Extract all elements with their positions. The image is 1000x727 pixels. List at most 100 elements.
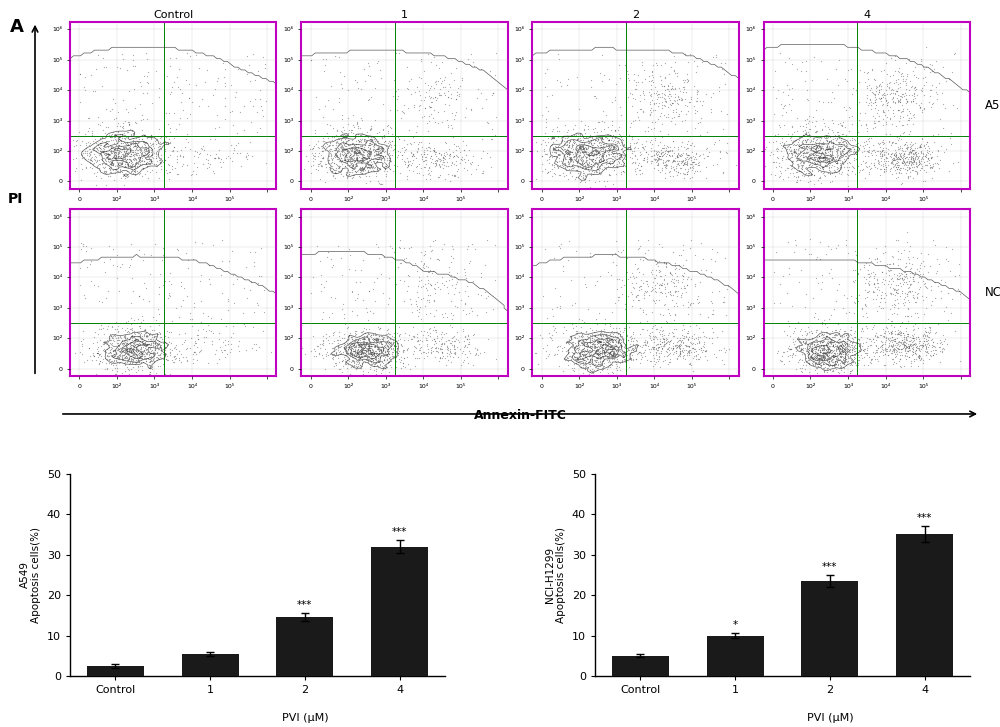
Point bbox=[642, 332, 658, 344]
Point bbox=[575, 158, 591, 169]
Point bbox=[788, 364, 804, 375]
Point bbox=[323, 143, 339, 155]
Point bbox=[129, 349, 145, 361]
Point bbox=[359, 126, 375, 137]
Point bbox=[889, 285, 905, 297]
Point bbox=[917, 329, 933, 341]
Point bbox=[108, 113, 124, 124]
Point bbox=[330, 166, 346, 177]
Point bbox=[652, 150, 668, 162]
Point bbox=[144, 351, 160, 363]
Point bbox=[599, 340, 615, 351]
Point bbox=[358, 350, 374, 361]
Point bbox=[111, 349, 127, 361]
Point bbox=[908, 344, 924, 356]
Point bbox=[116, 349, 132, 361]
Point bbox=[328, 129, 344, 140]
Point bbox=[596, 345, 612, 357]
Point bbox=[611, 137, 627, 148]
Point bbox=[911, 342, 927, 354]
Point bbox=[612, 140, 628, 151]
Point bbox=[329, 153, 345, 165]
Point bbox=[569, 134, 585, 145]
Point bbox=[136, 143, 152, 155]
Point bbox=[609, 344, 625, 356]
Point bbox=[164, 315, 180, 326]
Point bbox=[627, 149, 643, 161]
Point bbox=[854, 322, 870, 334]
Point bbox=[104, 147, 120, 158]
Point bbox=[683, 153, 699, 165]
Point bbox=[898, 97, 914, 108]
Point bbox=[319, 346, 335, 358]
Point bbox=[607, 139, 623, 150]
Point bbox=[346, 150, 362, 161]
Point bbox=[116, 136, 132, 148]
Point bbox=[869, 346, 885, 358]
Point bbox=[832, 117, 848, 129]
Point bbox=[601, 157, 617, 169]
Point bbox=[536, 145, 552, 157]
Point bbox=[117, 343, 133, 355]
Point bbox=[566, 348, 582, 359]
Point bbox=[812, 134, 828, 146]
Point bbox=[599, 153, 615, 165]
Point bbox=[138, 347, 154, 358]
Point bbox=[588, 134, 604, 145]
Point bbox=[366, 140, 382, 151]
Point bbox=[564, 350, 580, 361]
Point bbox=[546, 159, 562, 171]
Point bbox=[379, 329, 395, 340]
Point bbox=[867, 94, 883, 105]
Point bbox=[83, 69, 99, 81]
Point bbox=[600, 343, 616, 355]
Point bbox=[574, 337, 590, 349]
Point bbox=[353, 142, 369, 153]
Point bbox=[834, 341, 850, 353]
Point bbox=[902, 126, 918, 137]
Point bbox=[576, 124, 592, 135]
Point bbox=[565, 143, 581, 155]
Point bbox=[108, 147, 124, 158]
Point bbox=[798, 154, 814, 166]
Point bbox=[844, 89, 860, 100]
Point bbox=[104, 128, 120, 140]
Point bbox=[159, 167, 175, 179]
Point bbox=[242, 137, 258, 148]
Point bbox=[342, 149, 358, 161]
Point bbox=[385, 344, 401, 356]
Point bbox=[839, 345, 855, 357]
Point bbox=[120, 126, 136, 138]
Point bbox=[918, 343, 934, 355]
Point bbox=[829, 126, 845, 137]
Point bbox=[569, 157, 585, 169]
Point bbox=[330, 153, 346, 165]
Text: PVI (μM): PVI (μM) bbox=[807, 712, 853, 723]
Point bbox=[340, 164, 356, 176]
Point bbox=[794, 135, 810, 147]
Point bbox=[907, 268, 923, 279]
Point bbox=[361, 139, 377, 150]
Point bbox=[644, 281, 660, 293]
Point bbox=[440, 85, 456, 97]
Point bbox=[610, 348, 626, 360]
Point bbox=[340, 127, 356, 139]
Point bbox=[903, 156, 919, 168]
Point bbox=[125, 149, 141, 161]
Point bbox=[585, 348, 601, 360]
Point bbox=[676, 344, 692, 356]
Point bbox=[361, 335, 377, 347]
Point bbox=[149, 346, 165, 358]
Point bbox=[894, 338, 910, 350]
Point bbox=[928, 344, 944, 356]
Point bbox=[364, 350, 380, 361]
Point bbox=[256, 284, 272, 296]
Point bbox=[808, 134, 824, 145]
Point bbox=[344, 359, 360, 371]
Point bbox=[597, 145, 613, 157]
Point bbox=[79, 354, 95, 366]
Point bbox=[686, 81, 702, 92]
Point bbox=[128, 154, 144, 166]
Point bbox=[127, 139, 143, 150]
Point bbox=[570, 154, 586, 166]
